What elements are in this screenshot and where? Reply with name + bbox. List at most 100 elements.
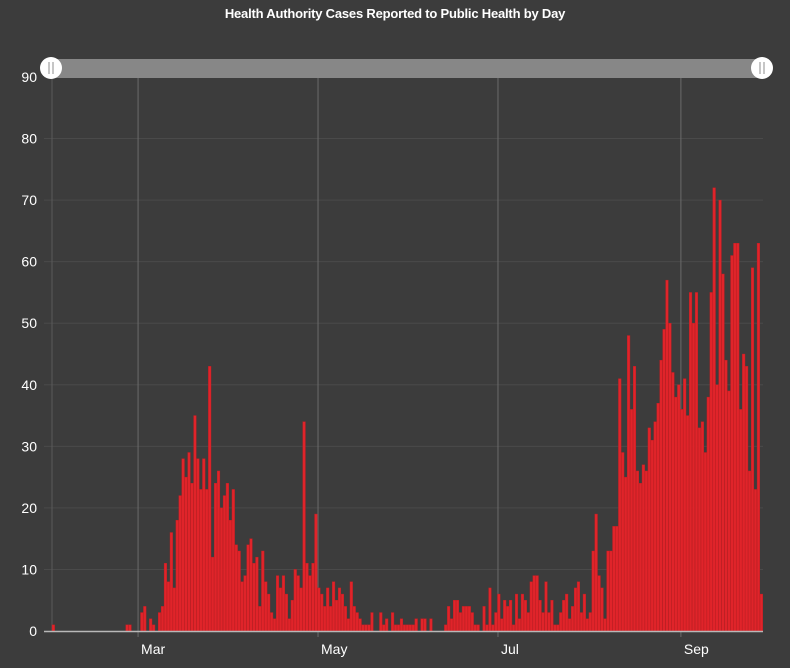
bar[interactable] [181,458,185,632]
range-slider[interactable] [40,57,773,79]
bar[interactable] [476,624,480,632]
bar[interactable] [677,384,681,632]
bar[interactable] [467,606,471,632]
bar[interactable] [597,575,601,632]
bar[interactable] [190,483,194,632]
bar[interactable] [506,606,510,632]
bar[interactable] [689,292,693,632]
bar[interactable] [317,587,321,632]
bar[interactable] [323,606,327,632]
bar[interactable] [529,581,533,632]
bar[interactable] [252,563,256,632]
bar[interactable] [158,612,162,632]
bar[interactable] [405,624,409,632]
bar[interactable] [314,513,318,632]
bar[interactable] [680,409,684,632]
bar[interactable] [402,624,406,632]
bar[interactable] [727,390,731,632]
bar[interactable] [582,593,586,632]
bar[interactable] [742,353,746,632]
bar[interactable] [571,606,575,632]
bar[interactable] [240,581,244,632]
bar[interactable] [184,476,188,632]
bar[interactable] [225,483,229,632]
bar[interactable] [706,396,710,632]
bar[interactable] [556,624,560,632]
bar[interactable] [503,600,507,632]
bar[interactable] [497,593,501,632]
bar[interactable] [370,612,374,632]
bar[interactable] [367,624,371,632]
bar[interactable] [399,618,403,632]
bar[interactable] [358,618,362,632]
bar[interactable] [172,587,176,632]
bar[interactable] [311,563,315,632]
bar[interactable] [470,612,474,632]
bar[interactable] [396,624,401,632]
bar[interactable] [343,606,347,632]
bar[interactable] [603,618,607,632]
bar[interactable] [429,618,433,632]
bar[interactable] [160,606,165,632]
bar[interactable] [630,409,634,632]
bar[interactable] [326,587,330,632]
bar[interactable] [715,384,719,632]
bar[interactable] [143,606,147,632]
bar[interactable] [703,452,707,632]
bar[interactable] [228,520,232,632]
bar[interactable] [219,507,224,632]
bar[interactable] [691,323,696,632]
bar[interactable] [535,575,539,632]
bar[interactable] [753,489,757,632]
bar[interactable] [647,427,651,632]
bar[interactable] [355,612,359,632]
bar[interactable] [612,526,616,632]
bar[interactable] [547,612,551,632]
bar[interactable] [267,593,271,632]
bar[interactable] [379,612,383,632]
bar[interactable] [163,563,167,632]
bar[interactable] [606,550,610,632]
bar[interactable] [694,292,698,632]
bar[interactable] [686,415,690,632]
bar[interactable] [205,489,209,632]
bar[interactable] [243,575,247,632]
bar[interactable] [278,587,283,632]
bar[interactable] [264,581,268,632]
bar[interactable] [340,593,344,632]
bar[interactable] [346,618,350,632]
bar[interactable] [128,624,132,632]
bar[interactable] [299,587,303,632]
bar[interactable] [618,378,622,632]
bar[interactable] [724,359,728,632]
bar[interactable] [488,587,492,632]
bar[interactable] [293,569,297,632]
bar[interactable] [659,359,663,632]
bar[interactable] [302,421,306,632]
bar[interactable] [458,612,462,632]
bar[interactable] [748,470,752,632]
bar[interactable] [382,624,386,632]
bar[interactable] [187,452,191,632]
bar[interactable] [656,403,660,632]
bar[interactable] [166,581,170,632]
bar[interactable] [730,255,734,632]
bar[interactable] [196,458,200,632]
bar[interactable] [491,624,495,632]
bar[interactable] [361,624,365,632]
bar[interactable] [214,483,218,632]
bar[interactable] [473,624,477,632]
bar[interactable] [550,600,554,632]
bar[interactable] [270,612,274,632]
bar[interactable] [447,606,451,632]
bar[interactable] [644,470,648,632]
bar[interactable] [683,378,687,632]
bar[interactable] [352,606,356,632]
bar[interactable] [665,279,669,632]
bar[interactable] [408,624,412,632]
bar[interactable] [662,329,666,632]
slider-track[interactable] [52,59,763,78]
bar[interactable] [152,624,156,632]
bar[interactable] [193,415,197,632]
bar[interactable] [284,593,288,632]
